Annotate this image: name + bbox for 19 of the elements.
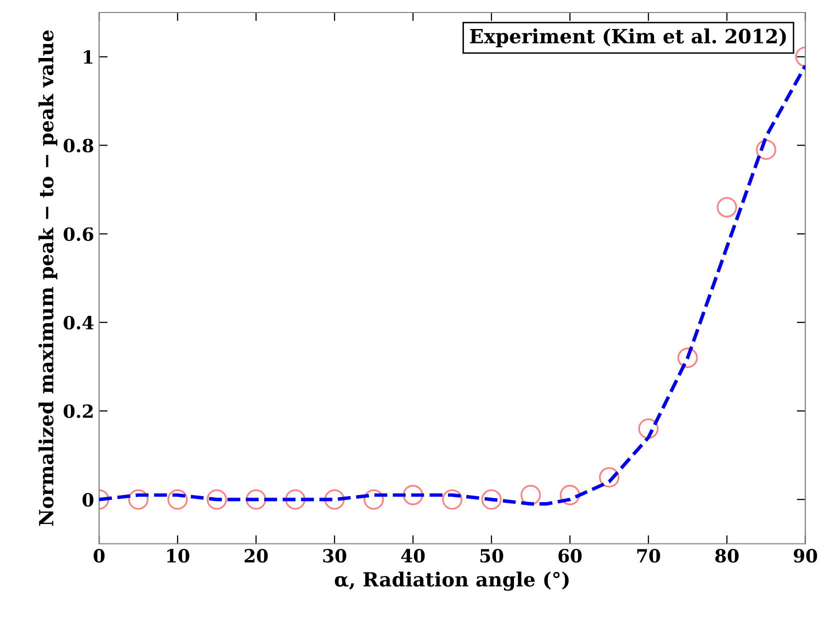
x-tick-label: 20 xyxy=(244,548,268,563)
y-tick-label: 0.8 xyxy=(64,138,94,152)
x-tick-label: 10 xyxy=(167,548,190,563)
x-tick-label: 50 xyxy=(480,548,504,563)
x-tick-label: 40 xyxy=(401,548,425,563)
y-tick-label: 1 xyxy=(84,50,92,64)
x-tick-label: 0 xyxy=(94,548,105,563)
y-tick-label: 0.2 xyxy=(64,404,93,418)
x-axis-title: α, Radiation angle (°) xyxy=(334,572,569,591)
annotation: Experiment (Kim et al. 2012) xyxy=(470,28,786,48)
y-tick-label: 0.4 xyxy=(64,316,94,330)
x-tick-label: 60 xyxy=(558,548,582,563)
x-tick-label: 70 xyxy=(637,548,660,563)
y-axis-title: Normalized maximum peak − to − peak value xyxy=(38,30,58,526)
x-tick-label: 30 xyxy=(323,548,346,563)
y-tick-label: 0 xyxy=(82,492,94,507)
x-tick-label: 90 xyxy=(794,548,818,563)
y-tick-label: 0.6 xyxy=(64,227,94,241)
x-tick-label: 80 xyxy=(715,548,739,563)
